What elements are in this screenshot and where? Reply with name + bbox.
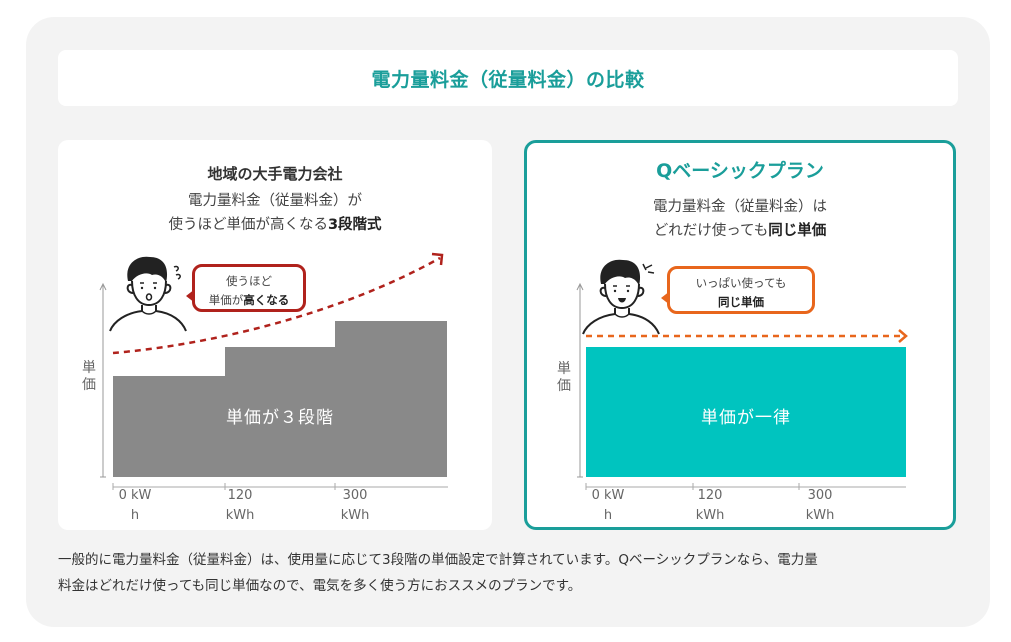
x-tick-0: 0 kW h: [583, 486, 633, 526]
tick-text: 300: [807, 488, 833, 503]
card-title: 地域の大手電力会社: [207, 165, 343, 183]
subtitle-line-2: どれだけ使っても同じ単価: [527, 219, 953, 243]
y-axis-label: 単 価: [556, 361, 572, 395]
bubble-emphasis: 高くなる: [243, 293, 290, 307]
y-axis-char: 単: [82, 360, 96, 376]
subtitle-emphasis: 3段階式: [327, 217, 382, 233]
page-title: 電力量料金（従量料金）の比較: [371, 68, 645, 91]
y-axis-char: 単: [557, 361, 571, 377]
speech-bubble: いっぱい使っても 同じ単価: [661, 266, 815, 314]
card-title: Qベーシックプラン: [656, 160, 824, 182]
x-tick-0: 0 kW h: [110, 486, 160, 526]
bar-label: 単価が一律: [701, 408, 791, 428]
explanation-line-1: 一般的に電力量料金（従量料金）は、使用量に応じて3段階の単価設定で計算されていま…: [58, 552, 818, 568]
x-tick-120: 120 kWh: [218, 486, 262, 526]
speech-bubble: 使うほど 単価が高くなる: [186, 264, 306, 312]
x-tick-120: 120 kWh: [688, 486, 732, 526]
three-tier-price-chart: [99, 252, 448, 490]
subtitle-text: 使うほど単価が高くなる: [168, 217, 328, 233]
worried-person-icon: [109, 256, 187, 332]
y-axis-char: 価: [557, 378, 571, 394]
bubble-text: 単価が: [208, 293, 244, 307]
tick-text: 300: [342, 488, 368, 503]
tick-text: h: [130, 508, 140, 523]
tick-text: 120: [227, 488, 253, 503]
bubble-line-2: 単価が高くなる: [195, 291, 303, 310]
card-subtitle: 電力量料金（従量料金）は どれだけ使っても同じ単価: [527, 195, 953, 243]
price-step-bars: [113, 321, 447, 477]
regional-utility-card: 地域の大手電力会社 電力量料金（従量料金）が 使うほど単価が高くなる3段階式 使…: [58, 140, 492, 530]
q-basic-plan-card: Qベーシックプラン 電力量料金（従量料金）は どれだけ使っても同じ単価 いっぱい…: [524, 140, 956, 530]
bubble-line-1: いっぱい使っても: [695, 276, 787, 290]
x-tick-300: 300 kWh: [798, 486, 842, 526]
tick-text: kWh: [805, 508, 835, 523]
y-axis-label: 単 価: [81, 360, 97, 394]
bar-label: 単価が３段階: [226, 408, 334, 428]
tick-text: 0 kW: [591, 488, 625, 503]
flat-price-chart: [576, 282, 908, 490]
explanation-line-2: 料金はどれだけ使っても同じ単価なので、電気を多く使う方におススメのプランです。: [58, 578, 582, 594]
subtitle-line-1: 電力量料金（従量料金）が: [188, 193, 362, 209]
tick-text: kWh: [695, 508, 725, 523]
subtitle-line-2: 使うほど単価が高くなる3段階式: [58, 213, 492, 237]
bubble-emphasis: 同じ単価: [718, 295, 764, 309]
tick-text: 120: [697, 488, 723, 503]
subtitle-text: どれだけ使っても: [653, 223, 769, 239]
tick-text: 0 kW: [118, 488, 152, 503]
y-axis-char: 価: [82, 377, 96, 393]
bubble-line-2: 同じ単価: [670, 293, 812, 312]
flat-price-bar: [586, 347, 906, 477]
bubble-line-1: 使うほど: [226, 274, 272, 288]
tick-text: h: [603, 508, 613, 523]
subtitle-line-1: 電力量料金（従量料金）は: [653, 199, 827, 215]
tick-text: kWh: [340, 508, 370, 523]
card-subtitle: 電力量料金（従量料金）が 使うほど単価が高くなる3段階式: [58, 189, 492, 237]
explanation-text: 一般的に電力量料金（従量料金）は、使用量に応じて3段階の単価設定で計算されていま…: [58, 547, 968, 599]
tick-text: kWh: [225, 508, 255, 523]
title-box: 電力量料金（従量料金）の比較: [58, 50, 958, 106]
x-tick-300: 300 kWh: [333, 486, 377, 526]
happy-person-icon: [582, 259, 660, 335]
subtitle-emphasis: 同じ単価: [768, 223, 827, 239]
